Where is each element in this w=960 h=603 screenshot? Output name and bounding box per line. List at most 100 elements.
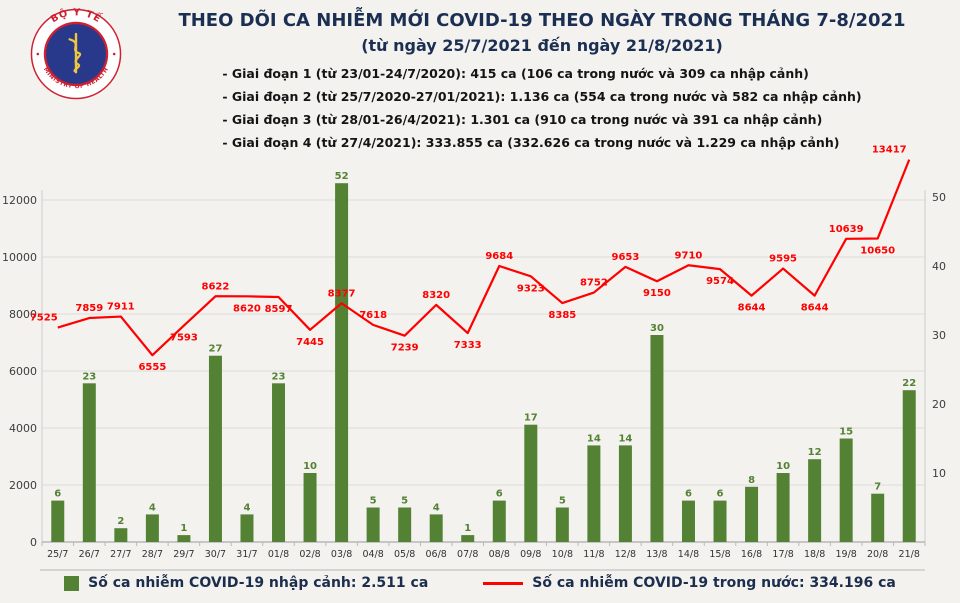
- x-category-label: 13/8: [646, 549, 667, 560]
- x-category-label: 18/8: [804, 549, 825, 560]
- line-value-label: 7911: [107, 302, 135, 313]
- imported-cases-bar: [839, 438, 853, 542]
- right-axis-tick-label: 40: [932, 260, 946, 273]
- right-axis-tick-label: 30: [932, 329, 946, 342]
- bar-value-label: 5: [401, 496, 408, 507]
- bar-value-label: 15: [839, 427, 853, 438]
- imported-cases-bar: [871, 493, 885, 542]
- bar-value-label: 23: [272, 371, 286, 382]
- x-category-label: 31/7: [236, 549, 257, 560]
- chart-legend: Số ca nhiễm COVID-19 nhập cảnh: 2.511 ca…: [0, 575, 960, 591]
- imported-cases-bar: [776, 473, 790, 542]
- bar-value-label: 1: [180, 523, 187, 534]
- x-category-label: 28/7: [142, 549, 163, 560]
- left-axis-tick-label: 4000: [9, 422, 37, 435]
- line-value-label: 7239: [391, 343, 419, 354]
- imported-cases-bar: [808, 459, 822, 542]
- line-value-label: 8644: [738, 303, 766, 314]
- bar-value-label: 10: [303, 461, 317, 472]
- bar-legend-swatch: [64, 575, 80, 591]
- bar-value-label: 30: [650, 323, 664, 334]
- bar-value-label: 27: [208, 344, 222, 355]
- line-legend-swatch: [483, 581, 524, 585]
- line-value-label: 7445: [296, 337, 324, 348]
- bar-value-label: 5: [559, 496, 566, 507]
- line-value-label: 7593: [170, 333, 198, 344]
- bar-value-label: 1: [464, 523, 471, 534]
- caduceus-icon: [68, 32, 82, 74]
- x-category-label: 27/7: [110, 549, 131, 560]
- left-axis-tick-label: 8000: [9, 308, 37, 321]
- imported-cases-bar: [650, 335, 664, 542]
- page-title: THEO DÕI CA NHIỄM MỚI COVID-19 THEO NGÀY…: [178, 10, 906, 31]
- line-value-label: 8377: [328, 288, 356, 299]
- period-summary: - Giai đoạn 1 (từ 23/01-24/7/2020): 415 …: [222, 62, 861, 154]
- bar-value-label: 4: [149, 502, 156, 513]
- line-value-label: 8622: [202, 281, 230, 292]
- line-value-label: 8597: [265, 304, 293, 315]
- right-axis-tick-label: 10: [932, 467, 946, 480]
- bar-value-label: 4: [433, 502, 440, 513]
- x-category-label: 25/7: [47, 549, 68, 560]
- x-category-label: 07/8: [457, 549, 478, 560]
- x-category-label: 16/8: [741, 549, 762, 560]
- bar-value-label: 14: [618, 433, 632, 444]
- bar-value-label: 8: [748, 475, 755, 486]
- bar-value-label: 7: [874, 482, 881, 493]
- line-value-label: 7525: [30, 313, 58, 324]
- imported-cases-bar: [177, 535, 191, 542]
- x-category-label: 17/8: [772, 549, 793, 560]
- line-value-label: 9710: [675, 250, 703, 261]
- x-category-label: 03/8: [331, 549, 352, 560]
- imported-cases-bar: [429, 514, 443, 542]
- bar-value-label: 6: [717, 489, 724, 500]
- imported-cases-bar: [114, 528, 128, 542]
- page-subtitle: (từ ngày 25/7/2021 đến ngày 21/8/2021): [361, 36, 723, 55]
- line-value-label: 8385: [548, 310, 576, 321]
- imported-cases-bar: [745, 486, 759, 542]
- line-value-label: 10639: [829, 224, 864, 235]
- imported-cases-bar: [51, 500, 65, 542]
- left-axis-tick-label: 2000: [9, 479, 37, 492]
- x-category-label: 30/7: [205, 549, 226, 560]
- x-category-label: 12/8: [615, 549, 636, 560]
- period-3-summary: - Giai đoạn 3 (từ 28/01-26/4/2021): 1.30…: [222, 112, 823, 127]
- period-4-summary: - Giai đoạn 4 (từ 27/4/2021): 333.855 ca…: [222, 135, 840, 150]
- imported-cases-bar: [492, 500, 506, 542]
- left-axis-tick-label: 0: [30, 536, 37, 549]
- x-category-label: 15/8: [709, 549, 730, 560]
- x-category-label: 05/8: [394, 549, 415, 560]
- moh-logo: BỘ Y TẾ MINISTRY OF HEALTH: [30, 6, 122, 100]
- bar-value-label: 2: [117, 516, 124, 527]
- imported-cases-bar: [303, 473, 317, 542]
- x-category-label: 26/7: [79, 549, 100, 560]
- line-value-label: 9574: [706, 276, 734, 287]
- legend-item-domestic: Số ca nhiễm COVID-19 trong nước: 334.196…: [483, 575, 896, 591]
- imported-cases-bar: [618, 445, 632, 542]
- x-category-label: 01/8: [268, 549, 289, 560]
- covid-chart-svg: 0 2000 4000 6000 8000 10000 12000 10 20 30 40 50 25/…: [2, 145, 946, 571]
- line-value-label: 10650: [860, 245, 895, 256]
- left-axis-tick-label: 10000: [2, 251, 37, 264]
- bar-value-label: 17: [524, 413, 538, 424]
- imported-cases-bar: [145, 514, 159, 542]
- x-category-label: 08/8: [489, 549, 510, 560]
- header: THEO DÕI CA NHIỄM MỚI COVID-19 THEO NGÀY…: [138, 10, 946, 154]
- imported-cases-bar: [902, 390, 916, 542]
- line-value-label: 7333: [454, 340, 482, 351]
- legend-label-domestic: Số ca nhiễm COVID-19 trong nước: 334.196…: [532, 575, 896, 591]
- imported-cases-bar: [335, 183, 349, 542]
- line-value-label: 8620: [233, 303, 261, 314]
- line-value-label: 7859: [75, 303, 103, 314]
- imported-cases-bar: [587, 445, 601, 542]
- line-value-label: 9150: [643, 288, 671, 299]
- legend-item-imported: Số ca nhiễm COVID-19 nhập cảnh: 2.511 ca: [64, 575, 428, 591]
- bar-value-label: 12: [808, 447, 822, 458]
- x-category-label: 06/8: [426, 549, 447, 560]
- bar-value-label: 5: [370, 496, 377, 507]
- bar-value-label: 6: [496, 489, 503, 500]
- x-category-label: 04/8: [362, 549, 383, 560]
- line-value-label: 7618: [359, 310, 387, 321]
- imported-cases-bar: [398, 507, 412, 542]
- bar-value-label: 23: [82, 371, 96, 382]
